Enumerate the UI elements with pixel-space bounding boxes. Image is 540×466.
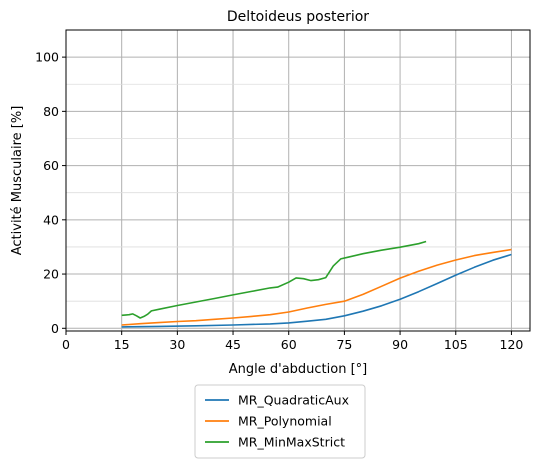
- x-tick-label: 90: [392, 337, 408, 352]
- plot-area-frame: [65, 29, 531, 332]
- x-axis-label: Angle d'abduction [°]: [229, 362, 368, 377]
- y-tick-label: 0: [51, 321, 59, 336]
- x-tick-label: 0: [62, 337, 70, 352]
- axis-ticks: 0 15 30 45 60 75 90 105 120 0 20 40 60 80 100: [35, 50, 523, 352]
- legend-entry-label: MR_Polynomial: [238, 414, 332, 429]
- series-lines: [121, 240, 512, 328]
- y-tick-label: 40: [43, 212, 59, 227]
- x-tick-label: 45: [225, 337, 241, 352]
- legend-entry-label: MR_QuadraticAux: [238, 393, 349, 408]
- x-tick-label: 30: [169, 337, 185, 352]
- x-tick-label: 105: [444, 337, 468, 352]
- y-tick-label: 100: [35, 50, 59, 65]
- y-tick-label: 60: [43, 158, 59, 173]
- series-line-mr-polynomial: [121, 248, 512, 326]
- legend-entry-label: MR_MinMaxStrict: [238, 435, 345, 450]
- grid: [65, 30, 530, 331]
- chart-title: Deltoideus posterior: [227, 9, 369, 25]
- legend-box: [194, 384, 366, 459]
- series-line-mr-minmaxstrict: [121, 240, 427, 319]
- y-axis-label: Activité Musculaire [%]: [10, 106, 25, 256]
- x-tick-label: 15: [114, 337, 130, 352]
- series-line-mr-quadraticaux: [121, 253, 512, 328]
- legend: MR_QuadraticAux MR_Polynomial MR_MinMaxStr…: [194, 384, 366, 459]
- x-tick-label: 60: [281, 337, 297, 352]
- y-tick-label: 80: [43, 104, 59, 119]
- x-tick-label: 120: [500, 337, 524, 352]
- x-tick-label: 75: [336, 337, 352, 352]
- y-tick-label: 20: [43, 267, 59, 282]
